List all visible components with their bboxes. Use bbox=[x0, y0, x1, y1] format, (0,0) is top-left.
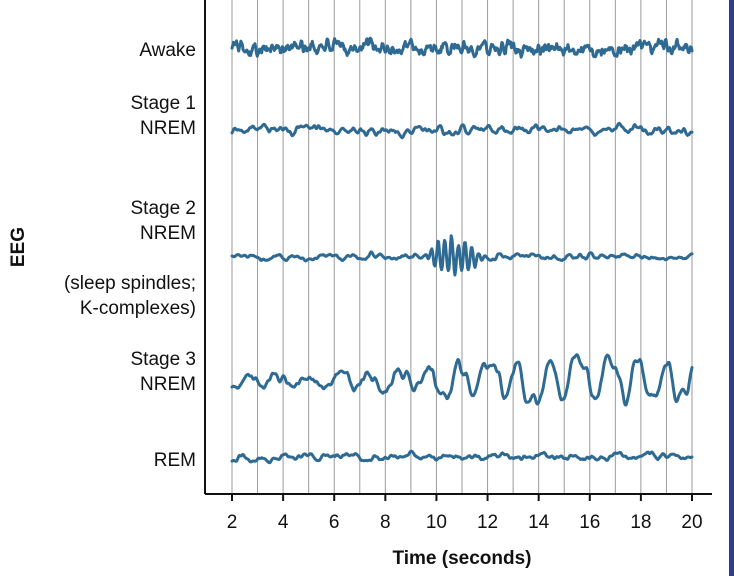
series-label: REM bbox=[154, 450, 196, 471]
x-tick-label: 6 bbox=[329, 512, 340, 533]
y-axis-title: EEG bbox=[8, 227, 29, 267]
x-axis-ticks: 2 4 6 8 10 12 14 16 18 20 bbox=[227, 494, 703, 533]
eeg-trace bbox=[230, 36, 694, 59]
x-tick-label: 10 bbox=[426, 512, 447, 533]
x-tick-label: 20 bbox=[681, 512, 702, 533]
vertical-gridlines bbox=[231, 0, 693, 494]
series-label: Stage 1 bbox=[131, 93, 197, 114]
eeg-trace bbox=[230, 121, 694, 140]
series-label: (sleep spindles; bbox=[64, 273, 196, 294]
x-axis-title: Time (seconds) bbox=[392, 548, 531, 569]
series-label: NREM bbox=[140, 223, 196, 244]
series-label: NREM bbox=[140, 118, 196, 139]
x-tick-label: 14 bbox=[528, 512, 550, 533]
x-tick-label: 12 bbox=[477, 512, 498, 533]
series-label: Awake bbox=[139, 40, 196, 61]
series-label: Stage 3 bbox=[131, 349, 197, 370]
x-tick-label: 8 bbox=[380, 512, 391, 533]
series-label: Stage 2 bbox=[131, 198, 197, 219]
series-label: NREM bbox=[140, 374, 196, 395]
x-tick-label: 18 bbox=[630, 512, 651, 533]
series-labels: Awake Stage 1 NREM Stage 2 NREM (sleep spindl… bbox=[64, 40, 196, 471]
x-tick-label: 4 bbox=[278, 512, 289, 533]
eeg-trace bbox=[230, 234, 694, 277]
eeg-trace bbox=[230, 353, 694, 407]
right-edge-bar bbox=[729, 0, 734, 576]
x-tick-label: 16 bbox=[579, 512, 600, 533]
eeg-traces bbox=[230, 36, 694, 465]
x-tick-label: 2 bbox=[227, 512, 238, 533]
eeg-trace bbox=[230, 449, 694, 465]
series-label: K-complexes) bbox=[80, 298, 196, 319]
